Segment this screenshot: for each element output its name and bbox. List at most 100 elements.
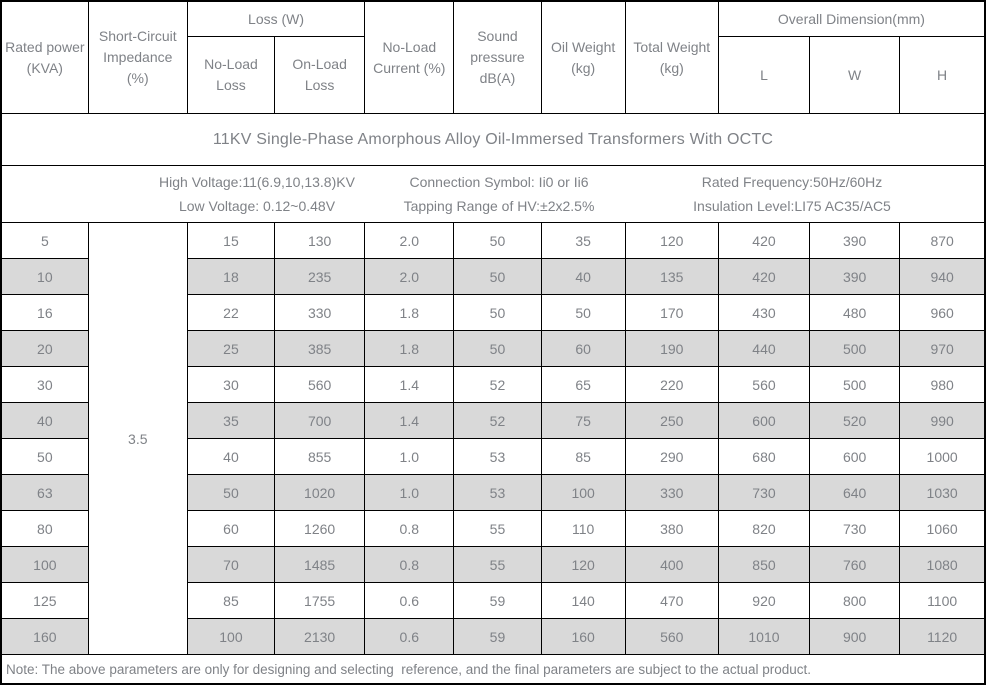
table-cell: 330 [624,474,719,511]
table-cell: 440 [717,330,811,367]
info-row: High Voltage:11(6.9,10,13.8)KV Low Volta… [0,165,986,223]
high-voltage-line: High Voltage:11(6.9,10,13.8)KV [159,174,355,190]
table-cell: 600 [809,438,901,475]
header-short-circuit-impedance: Short-Circuit Impedance (%) [87,0,188,114]
table-row: 63 50 1020 1.0 53 100 330 730 640 1030 [0,474,986,511]
table-cell: 800 [809,582,901,619]
table-cell: 1260 [274,510,366,547]
table-cell: 400 [624,546,719,583]
table-cell: 0.6 [364,582,455,619]
table-cell: 50 [0,438,89,475]
table-cell: 1755 [274,582,366,619]
table-cell: 420 [717,222,811,259]
table-cell: 385 [274,330,366,367]
table-cell: 110 [540,510,626,547]
table-cell: 2.0 [364,258,455,295]
table-cell: 10 [0,258,89,295]
table-cell: 1020 [274,474,366,511]
table-cell: 730 [717,474,811,511]
header-row-subs: No-Load Loss On-Load Loss L W H [1,36,986,114]
table-cell: 30 [0,366,89,403]
header-dimension-l: L [717,36,811,114]
table-cell: 220 [624,366,719,403]
table-cell: 75 [540,402,626,439]
table-cell: 190 [624,330,719,367]
table-row: 10 18 235 2.0 50 40 135 420 390 940 [0,258,986,295]
table-cell: 1000 [899,438,986,475]
table-cell: 1030 [899,474,986,511]
table-cell: 1100 [899,582,986,619]
table-cell: 700 [274,402,366,439]
header-no-load-loss: No-Load Loss [186,36,276,114]
low-voltage-line: Low Voltage: 0.12~0.48V [178,198,336,214]
table-cell: 820 [717,510,811,547]
table-cell: 290 [624,438,719,475]
table-cell: 85 [186,582,276,619]
table-cell: 500 [809,366,901,403]
table-cell: 730 [809,510,901,547]
table-cell: 390 [809,222,901,259]
header-oil-weight: Oil Weight (kg) [540,0,626,114]
table-row: 160 100 2130 0.6 59 160 560 1010 900 1120 [0,618,986,655]
table-row: 125 85 1755 0.6 59 140 470 920 800 1100 [0,582,986,619]
table-cell: 135 [624,258,719,295]
table-cell: 125 [0,582,89,619]
table-cell: 1.4 [364,366,455,403]
table-cell: 250 [624,402,719,439]
table-cell: 53 [453,474,542,511]
table-cell: 390 [809,258,901,295]
table-cell: 5 [0,222,89,259]
table-cell: 100 [0,546,89,583]
spec-summary-cell: High Voltage:11(6.9,10,13.8)KV Low Volta… [0,165,986,223]
table-row: 50 40 855 1.0 53 85 290 680 600 1000 [0,438,986,475]
table-header: Rated power (KVA) Short-Circuit Impedanc… [0,0,986,114]
table-cell: 470 [624,582,719,619]
table-cell: 50 [186,474,276,511]
table-cell: 850 [717,546,811,583]
table-cell: 680 [717,438,811,475]
table-cell: 53 [453,438,542,475]
table-cell: 25 [186,330,276,367]
table-cell: 1.8 [364,330,455,367]
table-cell: 970 [899,330,986,367]
table-row: 30 30 560 1.4 52 65 220 560 500 980 [0,366,986,403]
table-cell: 52 [453,402,542,439]
spec-summary: High Voltage:11(6.9,10,13.8)KV Low Volta… [2,167,984,222]
table-cell: 80 [0,510,89,547]
table-cell: 50 [453,294,542,331]
table-cell: 63 [0,474,89,511]
table-cell: 100 [186,618,276,655]
table-cell: 20 [0,330,89,367]
table-cell: 50 [453,258,542,295]
table-cell: 70 [186,546,276,583]
voltage-spec: High Voltage:11(6.9,10,13.8)KV Low Volta… [159,170,355,218]
insulation-level-line: Insulation Level:LI75 AC35/AC5 [693,198,891,214]
table-cell: 100 [540,474,626,511]
table-cell: 60 [186,510,276,547]
table-cell: 235 [274,258,366,295]
table-cell: 65 [540,366,626,403]
table-cell: 560 [717,366,811,403]
table-cell: 1.0 [364,438,455,475]
note-row: Note: The above parameters are only for … [0,654,986,685]
table-cell: 420 [717,258,811,295]
table-cell: 120 [540,546,626,583]
table-cell: 900 [809,618,901,655]
table-cell: 560 [274,366,366,403]
table-cell: 600 [717,402,811,439]
table-cell: 1120 [899,618,986,655]
frequency-spec: Rated Frequency:50Hz/60Hz Insulation Lev… [693,170,891,218]
table-cell: 15 [186,222,276,259]
table-cell: 640 [809,474,901,511]
table-cell: 980 [899,366,986,403]
table-cell: 920 [717,582,811,619]
table-row: 100 70 1485 0.8 55 120 400 850 760 1080 [0,546,986,583]
table-body: 5 3.5 15 130 2.0 50 35 120 420 390 870 10 18 235 2.0 50… [0,222,986,655]
table-cell: 1010 [717,618,811,655]
table-cell: 330 [274,294,366,331]
header-on-load-loss: On-Load Loss [274,36,366,114]
table-footer: Note: The above parameters are only for … [0,654,986,685]
page-title: 11KV Single-Phase Amorphous Alloy Oil-Im… [0,113,986,166]
table-cell: 430 [717,294,811,331]
